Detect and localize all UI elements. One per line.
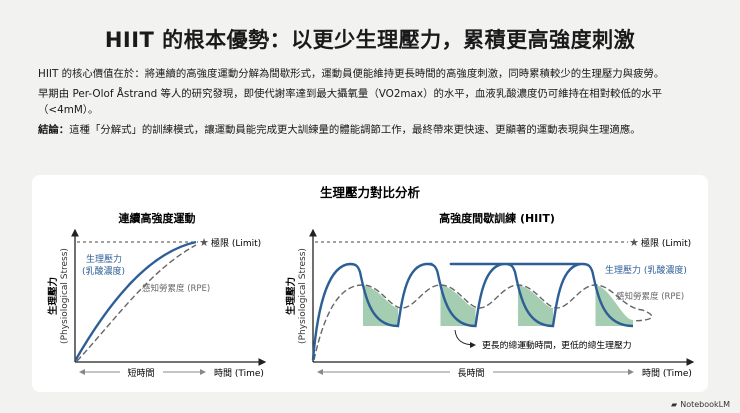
figure-title: 生理壓力對比分析 xyxy=(320,185,421,200)
recovery-fill xyxy=(440,285,476,326)
left-stress-label-1: 生理壓力 xyxy=(86,253,122,265)
recovery-fill xyxy=(595,285,633,326)
right-duration-label: 長時間 xyxy=(457,368,484,379)
right-rpe-curve xyxy=(313,284,653,361)
conclusion-label: 結論： xyxy=(38,124,70,136)
paragraph-2: 早期由 Per-Olof Åstrand 等人的研究發現，即使代謝率達到最大攝氧… xyxy=(38,88,663,116)
left-duration-label: 短時間 xyxy=(127,367,154,379)
right-y-label-en: (Physiological Stress) xyxy=(298,248,308,344)
right-y-label-zh: 生理壓力 xyxy=(285,277,297,315)
left-y-label-en: (Physiological Stress) xyxy=(60,248,70,344)
right-stress-curve xyxy=(311,262,634,361)
notebooklm-badge: ▰ NotebookLM xyxy=(671,400,730,409)
recovery-fill xyxy=(518,285,553,326)
right-stress-label: 生理壓力 (乳酸濃度) xyxy=(605,264,687,276)
right-x-label: 時間 (Time) xyxy=(642,368,692,379)
right-limit-label: 極限 (Limit) xyxy=(641,237,691,249)
left-rpe-curve xyxy=(76,244,197,362)
recovery-shading xyxy=(363,285,633,326)
right-rpe-label: 感知勞累度 (RPE) xyxy=(616,291,684,302)
left-y-label-zh: 生理壓力 xyxy=(47,277,59,315)
page-title: HIIT 的根本優勢：以更少生理壓力，累積更高強度刺激 xyxy=(104,28,636,52)
left-chart-title: 連續高強度運動 xyxy=(119,211,196,225)
body-text: HIIT 的核心價值在於：將連續的高強度運動分解為間歇形式，運動員便能維持更長時… xyxy=(38,66,708,142)
recovery-fill xyxy=(363,285,398,326)
left-stress-label-2: (乳酸濃度) xyxy=(82,265,125,277)
paragraph-1: HIIT 的核心價值在於：將連續的高強度運動分解為間歇形式，運動員便能維持更長時… xyxy=(38,68,665,80)
badge-label: NotebookLM xyxy=(680,400,730,409)
star-icon: ★ xyxy=(629,236,639,249)
paragraph-3: 結論：這種「分解式」的訓練模式，讓運動員能完成更大訓練量的體能調節工作，最終帶來… xyxy=(38,122,708,138)
conclusion-text: 這種「分解式」的訓練模式，讓運動員能完成更大訓練量的體能調節工作，最終帶來更快速… xyxy=(69,124,641,136)
annotation-arrow xyxy=(454,329,476,348)
star-icon: ★ xyxy=(199,236,209,249)
left-stress-curve xyxy=(73,240,197,362)
notebooklm-logo-icon: ▰ xyxy=(671,400,678,409)
right-chart-title: 高強度間歇訓練 (HIIT) xyxy=(439,211,555,225)
left-limit-label: 極限 (Limit) xyxy=(211,237,261,249)
left-rpe-label: 感知勞累度 (RPE) xyxy=(142,283,210,294)
annotation-label: 更長的總運動時間，更低的總生理壓力 xyxy=(482,339,632,351)
left-x-label: 時間 (Time) xyxy=(214,368,264,379)
